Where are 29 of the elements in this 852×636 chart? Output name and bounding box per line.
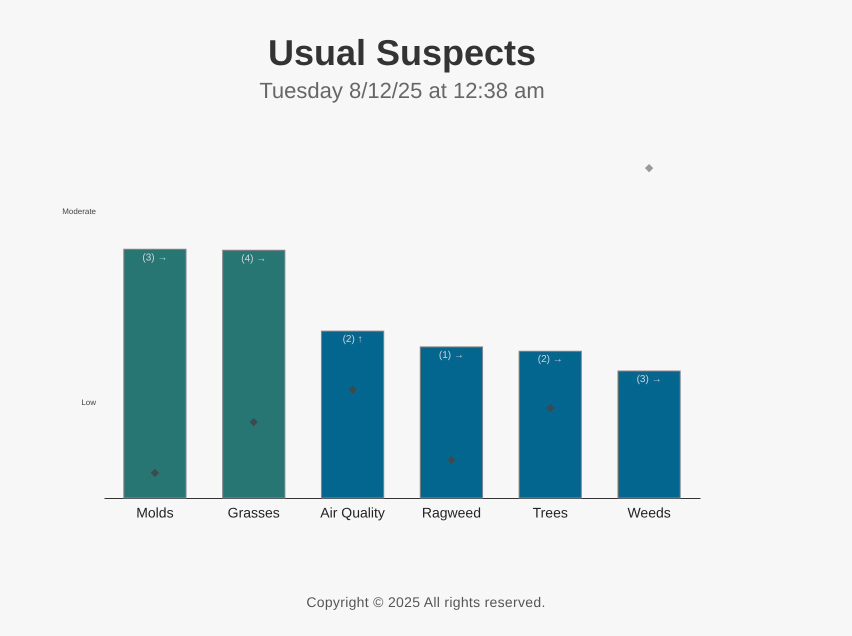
point (348, 386, 357, 394)
point (250, 418, 258, 426)
bar (222, 250, 286, 498)
text: Low (81, 398, 96, 407)
point (150, 468, 160, 478)
x-tick-label: Molds (136, 504, 174, 520)
x-tick-label: Grasses (228, 504, 280, 520)
annotation: (2) → (538, 354, 563, 366)
x-tick-label: Trees (532, 504, 568, 520)
x-tick-label: Weeds (627, 504, 671, 520)
x-tick-label: Ragweed (422, 504, 481, 520)
annotation: (3) → (142, 252, 168, 264)
point (447, 456, 456, 464)
chart-title: Usual Suspects (268, 32, 536, 73)
chart-subtitle: Tuesday 8/12/25 at 12:38 am (259, 78, 545, 103)
annotation: (3) → (636, 374, 662, 386)
bar (320, 330, 384, 498)
annotation: (2) ↑ (342, 334, 363, 346)
bar (123, 248, 187, 498)
point (546, 404, 554, 412)
bar (518, 350, 582, 498)
text: Copyright © 2025 All rights reserved. (305, 594, 547, 610)
bar (420, 346, 484, 498)
text: Moderate (62, 207, 97, 216)
bar (617, 370, 681, 498)
x-tick-label: Air Quality (320, 504, 385, 520)
annotation: (4) → (241, 253, 266, 264)
annotation: (1) → (438, 350, 464, 361)
point (644, 164, 654, 172)
